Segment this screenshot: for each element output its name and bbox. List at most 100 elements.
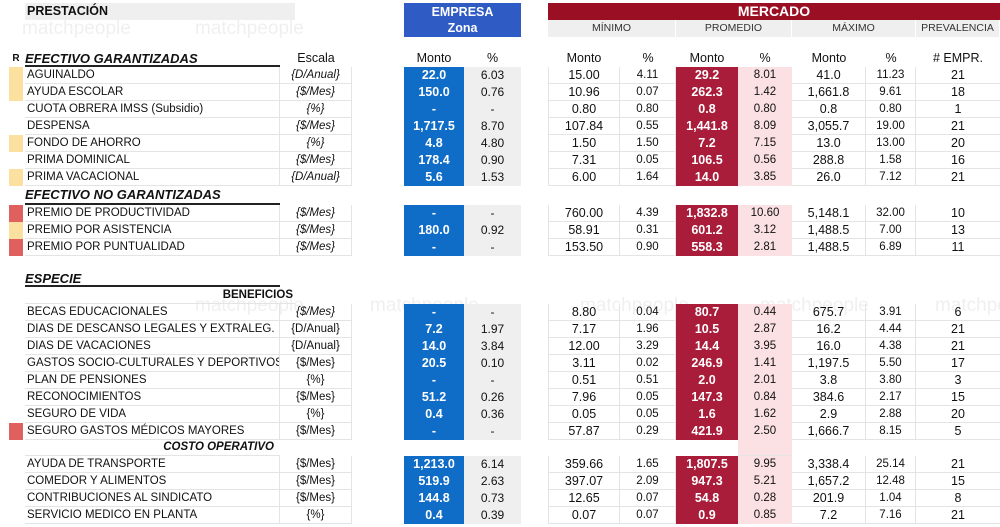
minimo-pct: 0.29: [620, 423, 676, 440]
promedio-monto: 1,441.8: [676, 118, 738, 135]
promedio-pct: 0.44: [738, 304, 792, 321]
mercado-header: MERCADO: [548, 3, 1000, 20]
minimo-pct: 1.65: [620, 456, 676, 473]
row-name: DIAS DE DESCANSO LEGALES Y EXTRALEG.: [25, 321, 280, 338]
escala: {$/Mes}: [280, 389, 352, 406]
promedio-pct: 2.50: [738, 423, 792, 440]
row-name: RECONOCIMIENTOS: [25, 389, 280, 406]
empresa-header: EMPRESA Zona: [404, 3, 521, 37]
promedio-monto: 246.9: [676, 355, 738, 372]
empresa-pct: -: [464, 423, 521, 440]
empresa-monto: -: [404, 423, 464, 440]
empresa-monto: 178.4: [404, 152, 464, 169]
row-name: BECAS EDUCACIONALES: [25, 304, 280, 321]
maximo-pct: 3.91: [866, 304, 916, 321]
promedio-pct: 10.60: [738, 205, 792, 222]
row-name: DIAS DE VACACIONES: [25, 338, 280, 355]
minimo-pct: 0.31: [620, 222, 676, 239]
empresa-monto: 51.2: [404, 389, 464, 406]
maximo-monto: 288.8: [792, 152, 866, 169]
num-empresas: 11: [916, 239, 1000, 256]
empresa-pct: -: [464, 372, 521, 389]
priority-marker: [9, 67, 23, 84]
num-empresas: 5: [916, 423, 1000, 440]
empresa-monto: -: [404, 101, 464, 118]
maximo-pct: 32.00: [866, 205, 916, 222]
maximo-monto: 675.7: [792, 304, 866, 321]
promedio-monto: 10.5: [676, 321, 738, 338]
empresa-monto: 1,717.5: [404, 118, 464, 135]
maximo-pct: 7.00: [866, 222, 916, 239]
section-title: ESPECIE: [25, 270, 280, 287]
maximo-pct: 5.50: [866, 355, 916, 372]
minimo-pct: 0.07: [620, 490, 676, 507]
escala: {%}: [280, 101, 352, 118]
minimo-pct: 0.51: [620, 372, 676, 389]
empresa-pct: 0.36: [464, 406, 521, 423]
minimo-pct: 0.05: [620, 389, 676, 406]
minimo-pct: 0.90: [620, 239, 676, 256]
promedio-monto: 147.3: [676, 389, 738, 406]
subgroup-title: COSTO OPERATIVO: [25, 439, 280, 456]
promedio-monto: 1,832.8: [676, 205, 738, 222]
empresa-pct: 0.92: [464, 222, 521, 239]
priority-marker: [9, 169, 23, 186]
maximo-monto: 1,666.7: [792, 423, 866, 440]
minimo-monto: 7.31: [548, 152, 620, 169]
minimo-monto: 0.07: [548, 507, 620, 524]
empresa-pct: 3.84: [464, 338, 521, 355]
maximo-monto: 384.6: [792, 389, 866, 406]
num-empresas: 10: [916, 205, 1000, 222]
maximo-monto: 13.0: [792, 135, 866, 152]
minimo-pct: 1.96: [620, 321, 676, 338]
min-monto-header: Monto: [566, 51, 602, 65]
minimo-monto: 0.05: [548, 406, 620, 423]
maximo-pct: 7.12: [866, 169, 916, 186]
minimo-pct: 3.29: [620, 338, 676, 355]
maximo-pct: 2.17: [866, 389, 916, 406]
subgroup-title: BENEFICIOS: [25, 287, 295, 304]
minimo-pct: 4.39: [620, 205, 676, 222]
promedio-monto: 29.2: [676, 67, 738, 84]
promedio-pct: 1.41: [738, 355, 792, 372]
maximo-monto: 16.2: [792, 321, 866, 338]
promedio-monto: 14.4: [676, 338, 738, 355]
minimo-monto: 8.80: [548, 304, 620, 321]
promedio-pct: 8.09: [738, 118, 792, 135]
escala: {$/Mes}: [280, 423, 352, 440]
promedio-monto: 558.3: [676, 239, 738, 256]
maximo-pct: 9.61: [866, 84, 916, 101]
maximo-pct: 25.14: [866, 456, 916, 473]
max-monto-header: Monto: [811, 51, 847, 65]
num-empresas: 6: [916, 304, 1000, 321]
priority-marker: [9, 84, 23, 101]
minimo-monto: 57.87: [548, 423, 620, 440]
maximo-monto: 3,338.4: [792, 456, 866, 473]
priority-marker: [9, 423, 23, 440]
watermark: matchpeople: [22, 18, 131, 39]
empresa-monto-header: Monto: [416, 51, 452, 65]
promedio-monto: 54.8: [676, 490, 738, 507]
empresa-pct-header: %: [486, 51, 499, 65]
empresa-monto: 144.8: [404, 490, 464, 507]
priority-marker: [9, 135, 23, 152]
priority-marker: [9, 205, 23, 222]
escala: {D/Anual}: [280, 321, 352, 338]
promedio-monto: 601.2: [676, 222, 738, 239]
promedio-pct: 1.42: [738, 84, 792, 101]
minimo-pct: 0.04: [620, 304, 676, 321]
escala: {$/Mes}: [280, 473, 352, 490]
section-title: EFECTIVO NO GARANTIZADAS: [25, 186, 280, 205]
minimo-pct: 0.07: [620, 84, 676, 101]
promedio-pct: 2.81: [738, 239, 792, 256]
minimo-monto: 153.50: [548, 239, 620, 256]
promedio-pct: 0.85: [738, 507, 792, 524]
minimo-pct: 0.07: [620, 507, 676, 524]
row-name: AYUDA ESCOLAR: [25, 84, 280, 101]
min-pct-header: %: [642, 51, 654, 65]
escala: {D/Anual}: [280, 67, 352, 84]
escala: {$/Mes}: [280, 118, 352, 135]
num-empresas: 15: [916, 389, 1000, 406]
empresa-monto: 7.2: [404, 321, 464, 338]
empresa-monto: 0.4: [404, 507, 464, 524]
